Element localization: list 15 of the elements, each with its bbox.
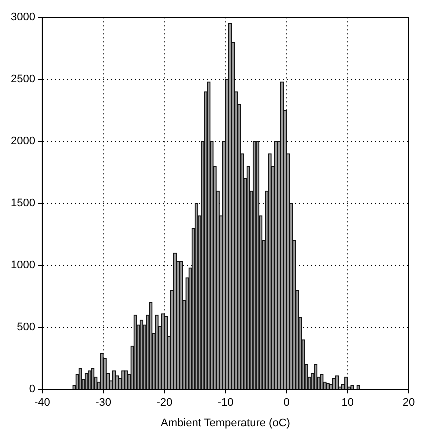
x-tick-label: 20 — [402, 397, 416, 410]
x-tick-label: 10 — [342, 397, 354, 410]
y-tick-label: 500 — [17, 322, 36, 334]
y-tick-label: 3000 — [10, 12, 36, 24]
x-tick-label: -30 — [96, 397, 112, 410]
y-tick-label: 0 — [29, 384, 36, 396]
y-tick-label: 2500 — [10, 74, 36, 86]
x-tick-label: -20 — [156, 397, 173, 410]
x-tick-label: -10 — [218, 397, 234, 410]
y-tick-label: 1000 — [10, 260, 36, 272]
y-tick-label: 2000 — [10, 136, 36, 148]
y-tick-label: 1500 — [10, 198, 36, 210]
x-tick-label: 0 — [284, 397, 290, 410]
x-tick-label: -40 — [34, 397, 50, 410]
x-axis-title: Ambient Temperature (oC) — [161, 417, 290, 430]
